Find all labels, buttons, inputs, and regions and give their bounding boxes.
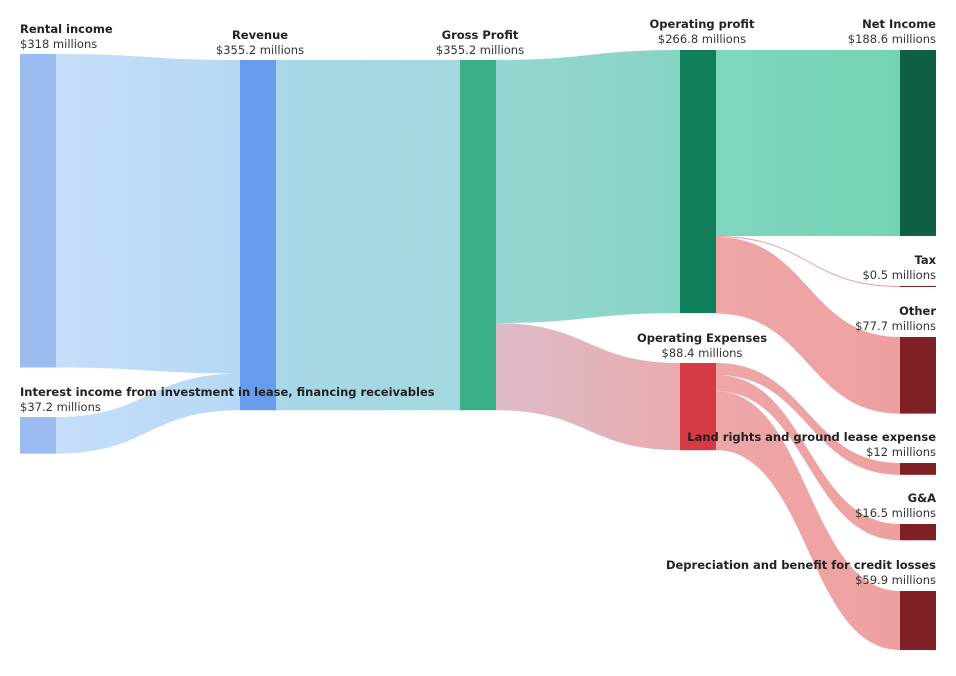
node-label-ga: G&A: [908, 491, 936, 505]
node-value-gross: $355.2 millions: [436, 43, 524, 57]
node-label-opprofit: Operating profit: [650, 17, 755, 31]
node-value-tax: $0.5 millions: [862, 268, 936, 282]
node-revenue: [240, 60, 276, 411]
link-rental-to-revenue: [56, 54, 240, 374]
node-label-land: Land rights and ground lease expense: [687, 430, 936, 444]
node-label-gross: Gross Profit: [442, 28, 519, 42]
node-gross: [460, 60, 496, 411]
node-value-opprofit: $266.8 millions: [658, 32, 746, 46]
node-value-dep: $59.9 millions: [855, 573, 936, 587]
node-net: [900, 50, 936, 236]
node-tax: [900, 286, 936, 287]
node-value-net: $188.6 millions: [848, 32, 936, 46]
node-label-opex: Operating Expenses: [637, 331, 767, 345]
node-label-rental: Rental income: [20, 22, 113, 36]
node-value-other: $77.7 millions: [855, 319, 936, 333]
node-label-revenue: Revenue: [232, 28, 288, 42]
nodes-layer: [20, 50, 936, 651]
link-interest-to-revenue: [56, 373, 240, 454]
link-gross-to-opprofit: [496, 50, 680, 324]
links-layer: [56, 50, 900, 651]
link-opex-to-dep: [716, 391, 900, 651]
node-label-other: Other: [899, 304, 936, 318]
labels-layer: Rental income$318 millions Interest incom…: [20, 17, 937, 587]
node-label-interest: Interest income from investment in lease…: [20, 385, 435, 399]
node-value-land: $12 millions: [866, 445, 936, 459]
node-other: [900, 337, 936, 414]
link-opprofit-to-tax: [716, 235, 900, 287]
node-dep: [900, 591, 936, 651]
node-label-tax: Tax: [914, 253, 936, 267]
node-opex: [680, 363, 716, 451]
node-opprofit: [680, 50, 716, 314]
node-value-revenue: $355.2 millions: [216, 43, 304, 57]
node-value-interest: $37.2 millions: [20, 400, 101, 414]
node-value-ga: $16.5 millions: [855, 506, 936, 520]
node-land: [900, 463, 936, 475]
node-ga: [900, 524, 936, 541]
node-rental: [20, 54, 56, 368]
node-value-opex: $88.4 millions: [662, 346, 743, 360]
link-opex-to-land: [716, 363, 900, 475]
link-revenue-to-gross: [276, 60, 460, 411]
node-label-net: Net Income: [862, 17, 936, 31]
link-opex-to-ga: [716, 374, 900, 541]
link-gross-to-opex: [496, 323, 680, 451]
node-value-rental: $318 millions: [20, 37, 97, 51]
link-opprofit-to-net: [716, 50, 900, 236]
node-interest: [20, 417, 56, 454]
node-label-dep: Depreciation and benefit for credit loss…: [666, 558, 936, 572]
link-opprofit-to-other: [716, 236, 900, 414]
